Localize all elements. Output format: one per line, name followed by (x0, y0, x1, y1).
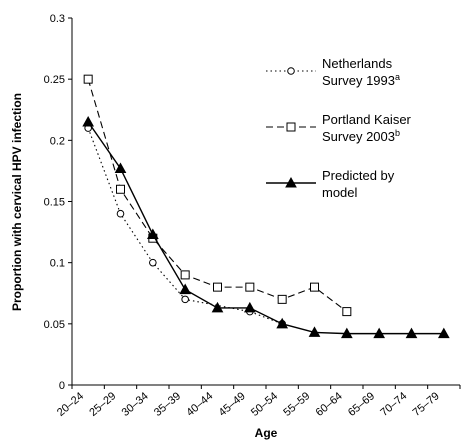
y-tick-label: 0.3 (50, 13, 65, 25)
data-point (146, 228, 159, 240)
data-point (245, 282, 255, 292)
data-point (342, 307, 352, 317)
legend-label-line2: model (322, 185, 358, 200)
data-point (114, 162, 127, 173)
legend-entry-3: Predicted by model (266, 168, 395, 200)
data-point (211, 301, 224, 313)
x-tick-label: 65–69 (346, 390, 377, 419)
x-tick-label: 35–39 (152, 390, 183, 419)
legend-label-line2: Survey 2003b (322, 128, 400, 144)
data-point (116, 184, 125, 194)
series-line (87, 121, 444, 335)
y-tick-label: 0 (59, 380, 65, 392)
x-tick-label: 60–64 (314, 390, 345, 419)
data-point (213, 282, 222, 292)
data-point (243, 301, 256, 313)
data-point (149, 258, 157, 267)
data-point (82, 115, 95, 127)
x-tick-label: 70–74 (378, 390, 409, 419)
y-axis-title: Proportion with cervical HPV infection (10, 93, 24, 311)
data-point (179, 283, 192, 295)
data-point (116, 209, 125, 218)
data-point (405, 327, 418, 339)
legend-label-line1: Predicted by (322, 168, 395, 183)
y-tick-label: 0.1 (50, 258, 65, 270)
legend-label-text: model (322, 185, 358, 200)
axes (71, 18, 460, 386)
data-point (310, 282, 319, 292)
x-tick-label: 20–24 (55, 390, 86, 419)
series-2 (83, 74, 352, 317)
legend-footnote-marker: b (395, 128, 400, 138)
y-tick-label: 0.2 (50, 135, 65, 147)
data-point (308, 326, 321, 337)
legend-label-text: Survey 2003 (322, 129, 395, 144)
x-axis-ticks: 20–24 25–29 30–34 35–39 40–44 45–49 50–54 55–59… (55, 385, 461, 419)
x-tick-label: 45–49 (217, 390, 248, 419)
data-point (437, 327, 450, 339)
legend-footnote-marker: a (395, 72, 400, 82)
x-tick-label: 75–79 (411, 390, 442, 419)
x-tick-label: 30–34 (120, 390, 151, 419)
y-tick-label: 0.05 (44, 319, 65, 331)
legend-label-line1: Netherlands (322, 56, 393, 71)
x-tick-label: 25–29 (87, 390, 118, 419)
legend-marker (285, 176, 297, 188)
x-tick-label: 50–54 (249, 390, 280, 419)
data-point (373, 327, 386, 339)
data-point (277, 294, 287, 304)
y-tick-label: 0.15 (44, 197, 65, 209)
legend-label-line1: Portland Kaiser (322, 112, 412, 127)
series-line (87, 79, 348, 313)
series-3 (82, 115, 450, 339)
data-point (340, 327, 353, 339)
data-point (181, 295, 189, 304)
y-tick-label: 0.25 (44, 74, 65, 86)
data-point (276, 317, 289, 329)
data-point (83, 74, 93, 84)
y-axis-ticks: 0 0.05 0.1 0.15 0.2 0.25 0.3 (44, 13, 72, 392)
x-axis-title: Age (255, 426, 278, 440)
plot-area (82, 74, 450, 339)
series-1 (84, 124, 286, 328)
x-tick-label: 40–44 (184, 390, 215, 419)
data-point (180, 270, 190, 280)
legend-marker (287, 67, 295, 75)
x-tick-label: 55–59 (281, 390, 312, 419)
legend-marker (286, 122, 296, 132)
legend-label-text: Survey 1993 (322, 73, 395, 88)
legend-label-line2: Survey 1993a (322, 72, 400, 88)
series-line (87, 127, 283, 325)
